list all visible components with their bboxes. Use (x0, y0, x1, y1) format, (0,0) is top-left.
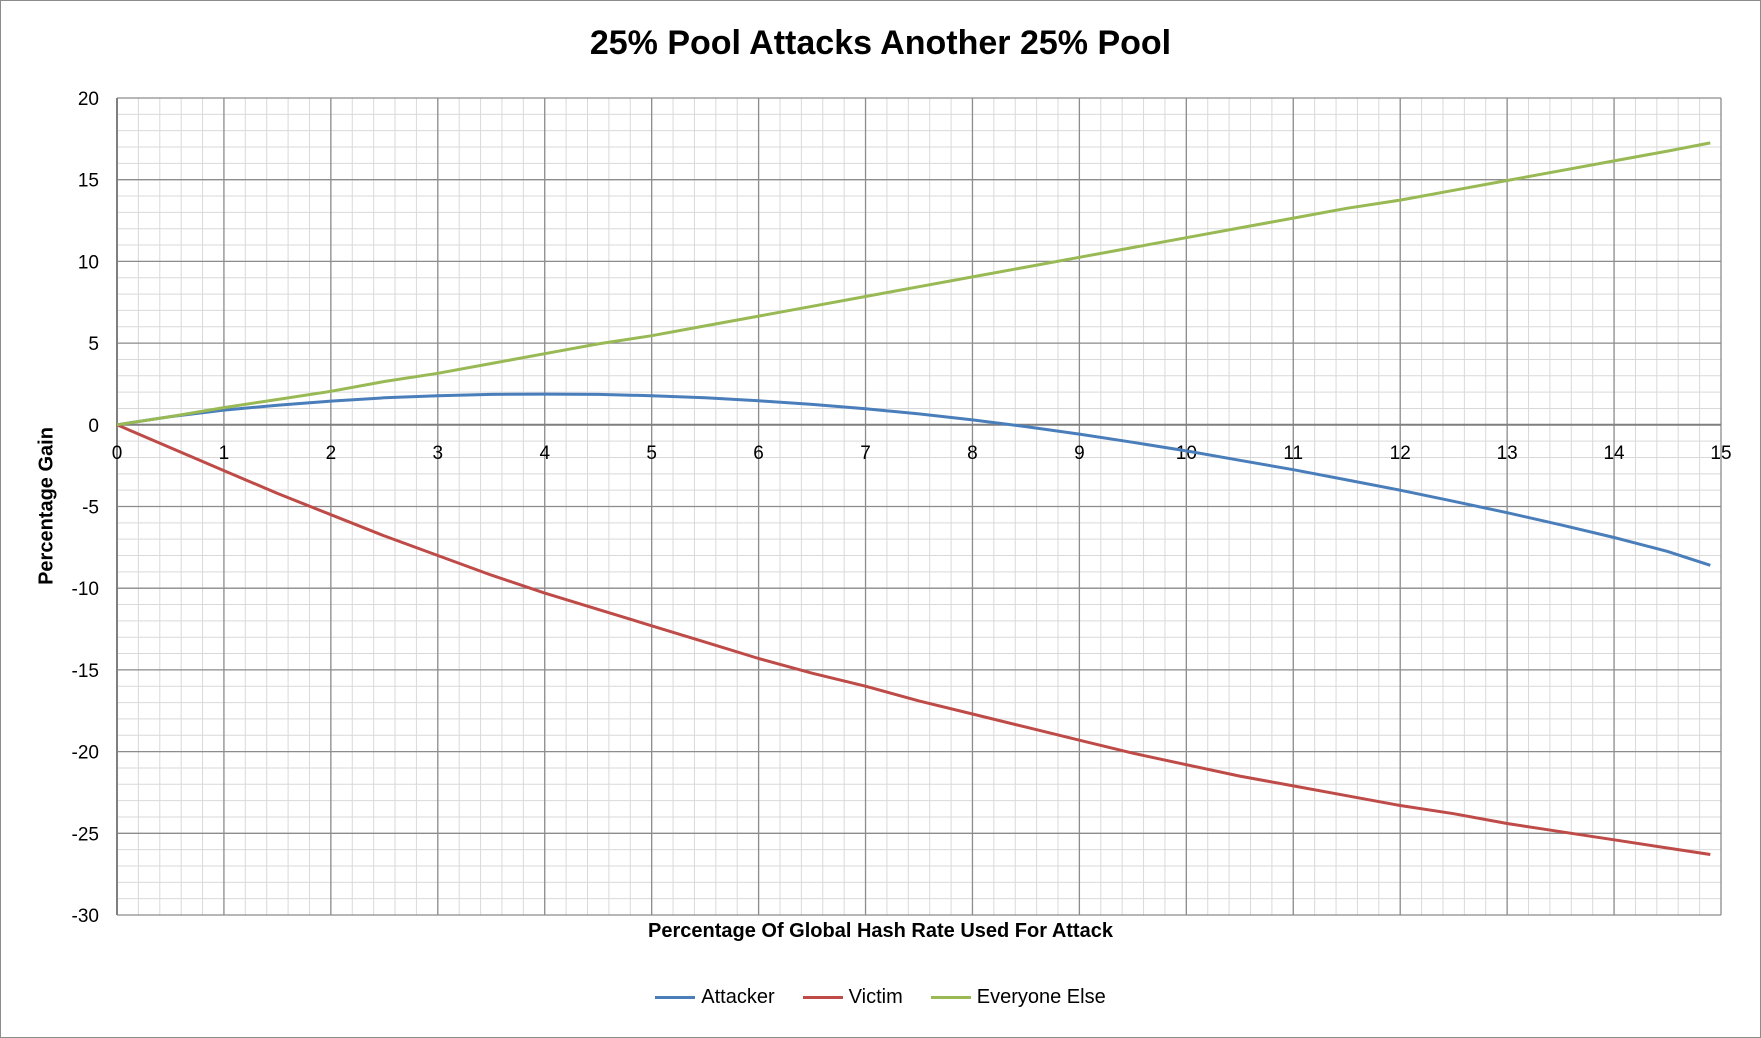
y-tick-label: -10 (72, 579, 99, 600)
legend-label-attacker: Attacker (701, 986, 775, 1008)
series-line-attacker (116, 392, 1711, 567)
legend-item-victim: Victim (802, 986, 903, 1009)
x-tick-label: 6 (753, 443, 764, 464)
x-tick-labels: 0 1 2 3 4 5 6 7 8 9 10 11 12 13 14 15 (112, 443, 1732, 464)
x-tick-label: 0 (112, 443, 123, 464)
y-tick-label: -30 (72, 906, 99, 927)
legend-item-attacker: Attacker (655, 986, 775, 1009)
legend-item-everyone-else: Everyone Else (930, 986, 1106, 1009)
series-lines (116, 141, 1711, 856)
y-tick-label: -20 (72, 743, 99, 764)
major-gridlines (116, 97, 1722, 916)
x-tick-label: 3 (433, 443, 444, 464)
x-tick-label: 1 (219, 443, 230, 464)
x-tick-label: 14 (1603, 443, 1625, 464)
x-tick-label: 13 (1497, 443, 1518, 464)
legend: Attacker Victim Everyone Else (0, 986, 1761, 1009)
y-tick-label: -5 (82, 498, 99, 519)
series-line-everyone-else (116, 141, 1711, 427)
x-tick-label: 4 (539, 443, 550, 464)
y-tick-labels: 20 15 10 5 0 -5 -10 -15 -20 -25 -30 (72, 89, 99, 927)
series-line-victim (116, 423, 1711, 856)
y-tick-label: 15 (78, 171, 99, 192)
x-tick-label: 12 (1390, 443, 1411, 464)
chart-title: 25% Pool Attacks Another 25% Pool (589, 24, 1172, 62)
x-tick-label: 15 (1710, 443, 1731, 464)
legend-swatch-victim (802, 996, 843, 999)
y-tick-label: 0 (88, 416, 99, 437)
legend-label-everyone-else: Everyone Else (976, 986, 1106, 1008)
y-tick-label: 20 (78, 89, 99, 110)
x-tick-label: 10 (1176, 443, 1197, 464)
x-tick-label: 8 (967, 443, 978, 464)
y-tick-label: 5 (88, 334, 99, 355)
y-tick-label: 10 (78, 252, 99, 273)
y-tick-label: -15 (72, 661, 99, 682)
x-tick-label: 11 (1283, 443, 1303, 464)
y-axis-title: Percentage Gain (35, 427, 58, 585)
x-tick-label: 2 (326, 443, 337, 464)
x-tick-label: 7 (860, 443, 871, 464)
legend-label-victim: Victim (848, 986, 903, 1008)
legend-swatch-attacker (655, 996, 696, 999)
y-tick-label: -25 (72, 824, 99, 845)
x-tick-label: 5 (646, 443, 657, 464)
legend-swatch-everyone-else (930, 996, 971, 999)
x-tick-label: 9 (1074, 443, 1085, 464)
x-axis-title: Percentage Of Global Hash Rate Used For … (648, 920, 1113, 942)
